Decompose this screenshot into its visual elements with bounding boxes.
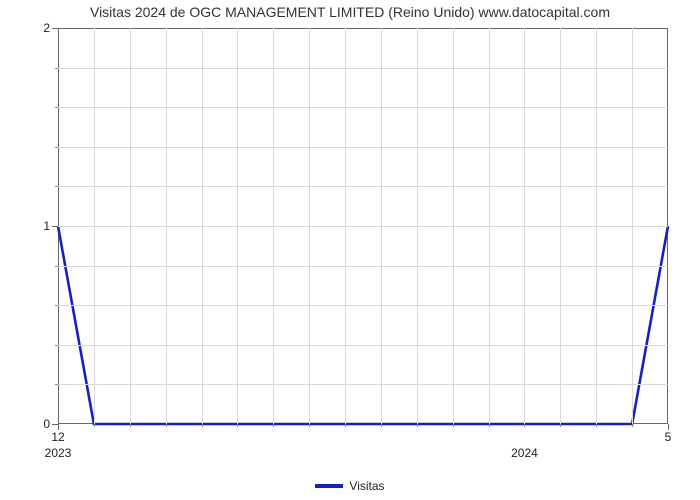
- grid-v: [273, 28, 274, 424]
- grid-v: [345, 28, 346, 424]
- ytick-major: [52, 28, 58, 29]
- grid-v: [417, 28, 418, 424]
- grid-h: [58, 345, 668, 346]
- ytick-label: 0: [30, 417, 50, 431]
- xtick-label: 12: [51, 430, 64, 444]
- ytick-label: 1: [30, 219, 50, 233]
- grid-v: [453, 28, 454, 424]
- xtick-minor: [273, 424, 274, 427]
- ytick-minor: [55, 345, 58, 346]
- chart-container: Visitas 2024 de OGC MANAGEMENT LIMITED (…: [0, 0, 700, 500]
- xtick-minor: [560, 424, 561, 427]
- grid-v: [489, 28, 490, 424]
- grid-h: [58, 107, 668, 108]
- xtick-minor: [596, 424, 597, 427]
- ytick-label: 2: [30, 21, 50, 35]
- xtick-minor: [237, 424, 238, 427]
- x-year-label: 2024: [511, 446, 538, 460]
- x-year-label: 2023: [45, 446, 72, 460]
- grid-v: [237, 28, 238, 424]
- ytick-minor: [55, 266, 58, 267]
- xtick-minor: [381, 424, 382, 427]
- grid-h: [58, 226, 668, 227]
- legend: Visitas: [0, 478, 700, 493]
- grid-v: [596, 28, 597, 424]
- xtick-minor: [202, 424, 203, 427]
- grid-v: [381, 28, 382, 424]
- xtick-minor: [489, 424, 490, 427]
- xtick-minor: [417, 424, 418, 427]
- grid-v: [524, 28, 525, 424]
- xtick-label: 5: [665, 430, 672, 444]
- grid-v: [632, 28, 633, 424]
- plot-area: [58, 28, 668, 424]
- xtick-minor: [166, 424, 167, 427]
- grid-v: [202, 28, 203, 424]
- xtick-minor: [94, 424, 95, 427]
- ytick-major: [52, 226, 58, 227]
- xtick-minor: [524, 424, 525, 427]
- xtick-minor: [130, 424, 131, 427]
- ytick-minor: [55, 384, 58, 385]
- grid-h: [58, 305, 668, 306]
- grid-v: [560, 28, 561, 424]
- ytick-minor: [55, 68, 58, 69]
- grid-h: [58, 147, 668, 148]
- ytick-minor: [55, 305, 58, 306]
- xtick-minor: [345, 424, 346, 427]
- grid-v: [94, 28, 95, 424]
- chart-title: Visitas 2024 de OGC MANAGEMENT LIMITED (…: [0, 4, 700, 20]
- ytick-minor: [55, 147, 58, 148]
- grid-v: [309, 28, 310, 424]
- xtick-minor: [632, 424, 633, 427]
- grid-h: [58, 266, 668, 267]
- grid-v: [166, 28, 167, 424]
- xtick-minor: [309, 424, 310, 427]
- xtick-minor: [453, 424, 454, 427]
- grid-h: [58, 186, 668, 187]
- grid-v: [130, 28, 131, 424]
- legend-label: Visitas: [349, 479, 384, 493]
- legend-swatch: [315, 484, 343, 488]
- ytick-minor: [55, 107, 58, 108]
- grid-h: [58, 384, 668, 385]
- grid-h: [58, 68, 668, 69]
- ytick-minor: [55, 186, 58, 187]
